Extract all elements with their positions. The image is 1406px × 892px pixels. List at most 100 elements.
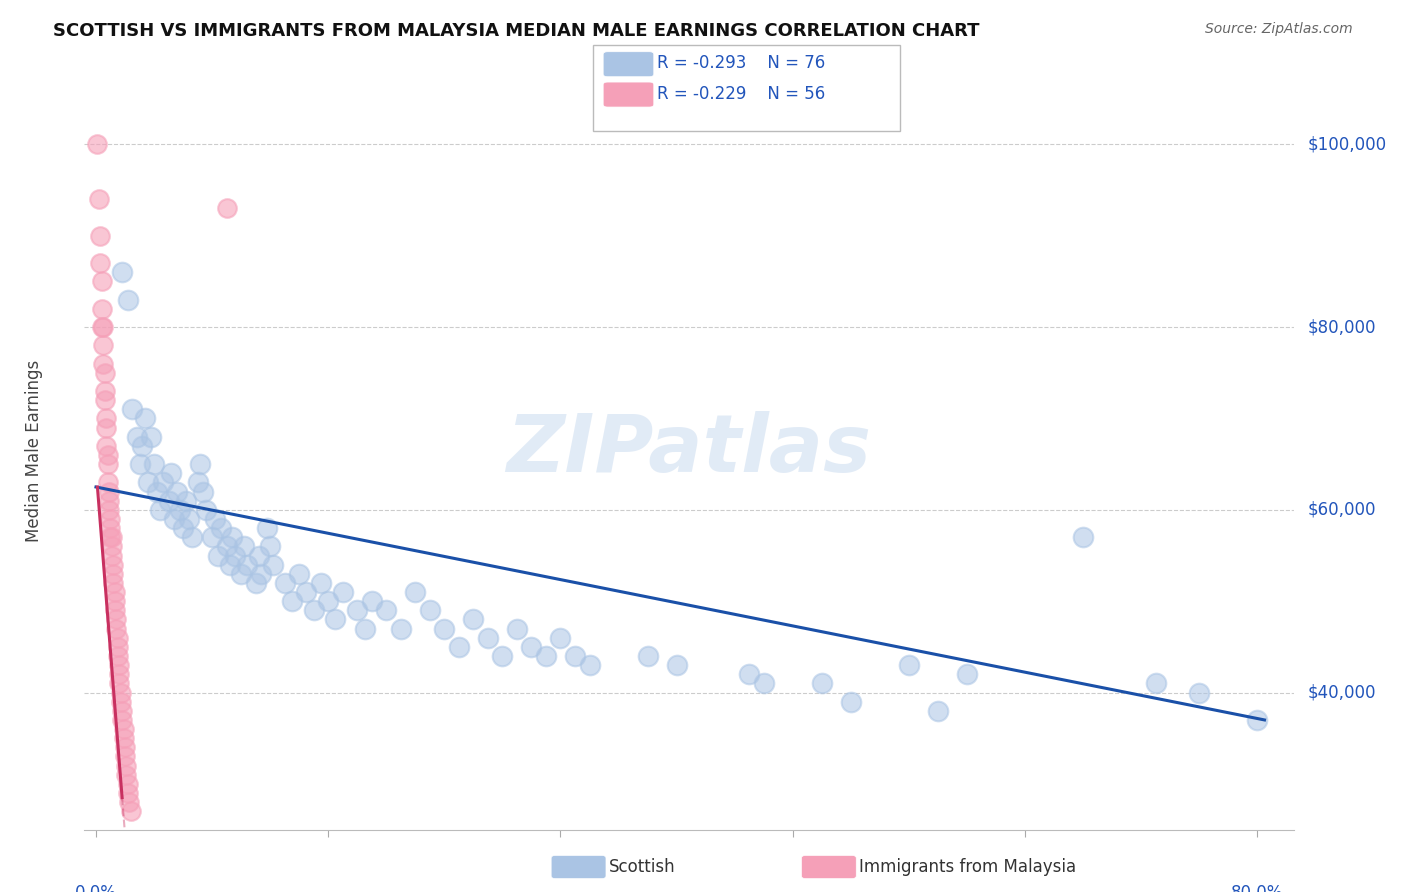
Point [143,457,166,471]
Point [104,594,127,608]
Point [281,594,304,608]
Point [94,420,117,434]
Point [121,402,143,417]
Point [250,566,273,581]
Text: $40,000: $40,000 [1308,683,1376,701]
Point [108,676,131,690]
Point [738,667,761,681]
Point [114,740,136,755]
Point [117,293,139,307]
Point [180,530,202,544]
Point [111,713,134,727]
Point [101,540,124,554]
Point [463,612,485,626]
Point [353,622,375,636]
Point [98,503,121,517]
Point [207,549,229,563]
Point [169,503,191,517]
Point [98,484,121,499]
Point [564,648,586,663]
Point [637,648,659,663]
Text: $60,000: $60,000 [1308,500,1376,519]
Point [136,475,159,490]
Text: 80.0%: 80.0% [1232,884,1284,892]
Point [1188,685,1211,699]
Point [104,603,127,617]
Point [810,676,832,690]
Text: $80,000: $80,000 [1308,318,1376,336]
Point [98,493,121,508]
Point [177,512,200,526]
Point [193,484,215,499]
Point [273,575,295,590]
Point [118,795,141,809]
Point [231,566,253,581]
Point [956,667,979,681]
Point [295,585,318,599]
Point [90,301,112,316]
Point [247,549,270,563]
Point [120,805,142,819]
Point [110,695,132,709]
Point [550,631,572,645]
Point [233,540,256,554]
Point [100,512,122,526]
Point [174,493,197,508]
Point [534,648,557,663]
Point [105,622,128,636]
Point [97,475,120,490]
Point [316,594,339,608]
Point [93,384,115,398]
Point [157,493,180,508]
Point [86,137,108,152]
Point [105,612,128,626]
Text: SCOTTISH VS IMMIGRANTS FROM MALAYSIA MEDIAN MALE EARNINGS CORRELATION CHART: SCOTTISH VS IMMIGRANTS FROM MALAYSIA MED… [53,22,980,40]
Text: Immigrants from Malaysia: Immigrants from Malaysia [859,858,1076,876]
Point [375,603,398,617]
Point [221,530,243,544]
Point [104,585,127,599]
Point [201,530,224,544]
Point [97,448,120,462]
Point [187,475,209,490]
Point [103,558,125,572]
Point [146,484,169,499]
Text: R = -0.229    N = 56: R = -0.229 N = 56 [657,85,825,103]
Point [117,777,139,791]
Text: 0.0%: 0.0% [75,884,117,892]
Point [477,631,499,645]
Point [103,575,125,590]
Point [346,603,368,617]
Point [262,558,284,572]
Point [112,731,135,746]
Text: Scottish: Scottish [609,858,675,876]
Point [108,667,131,681]
Point [360,594,382,608]
Point [91,338,114,352]
Point [110,685,132,699]
Point [111,704,134,718]
Point [117,786,139,800]
Point [101,549,124,563]
Point [927,704,949,718]
Point [112,722,135,736]
Point [108,658,131,673]
Point [491,648,513,663]
Point [100,521,122,535]
Point [209,521,232,535]
Point [752,676,775,690]
Point [1144,676,1167,690]
Point [215,202,238,216]
Point [389,622,412,636]
Point [114,749,136,764]
Point [160,467,183,481]
Point [506,622,529,636]
Point [94,439,117,453]
Point [91,320,114,334]
Text: Median Male Earnings: Median Male Earnings [24,359,42,541]
Point [256,521,278,535]
Point [897,658,920,673]
Point [107,648,129,663]
Text: ZIPatlas: ZIPatlas [506,411,872,490]
Point [134,411,156,425]
